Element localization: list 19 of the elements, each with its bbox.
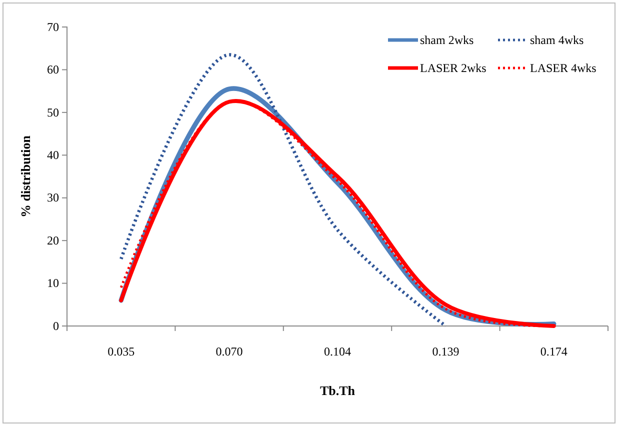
- y-tick-label: 50: [47, 105, 59, 120]
- x-tick-label: 0.035: [108, 344, 135, 358]
- x-tick-label: 0.070: [216, 344, 243, 358]
- legend-label: LASER 2wks: [420, 61, 487, 75]
- y-tick-label: 10: [47, 276, 59, 290]
- y-tick-label: 70: [47, 20, 59, 34]
- y-tick-label: 40: [47, 148, 59, 162]
- x-tick-label: 0.174: [540, 344, 568, 358]
- y-tick-label: 30: [47, 190, 59, 205]
- y-tick-label: 0: [53, 318, 59, 333]
- y-tick-label: 20: [47, 233, 59, 248]
- y-axis-title: % distribution: [18, 134, 33, 218]
- legend-label: sham 2wks: [420, 33, 474, 47]
- legend-label: sham 4wks: [530, 33, 584, 47]
- x-tick-label: 0.104: [324, 344, 351, 358]
- y-tick-label: 60: [47, 62, 59, 77]
- legend-label: LASER 4wks: [530, 61, 597, 75]
- x-tick-label: 0.139: [432, 344, 460, 358]
- x-axis-title: Tb.Th: [320, 383, 356, 398]
